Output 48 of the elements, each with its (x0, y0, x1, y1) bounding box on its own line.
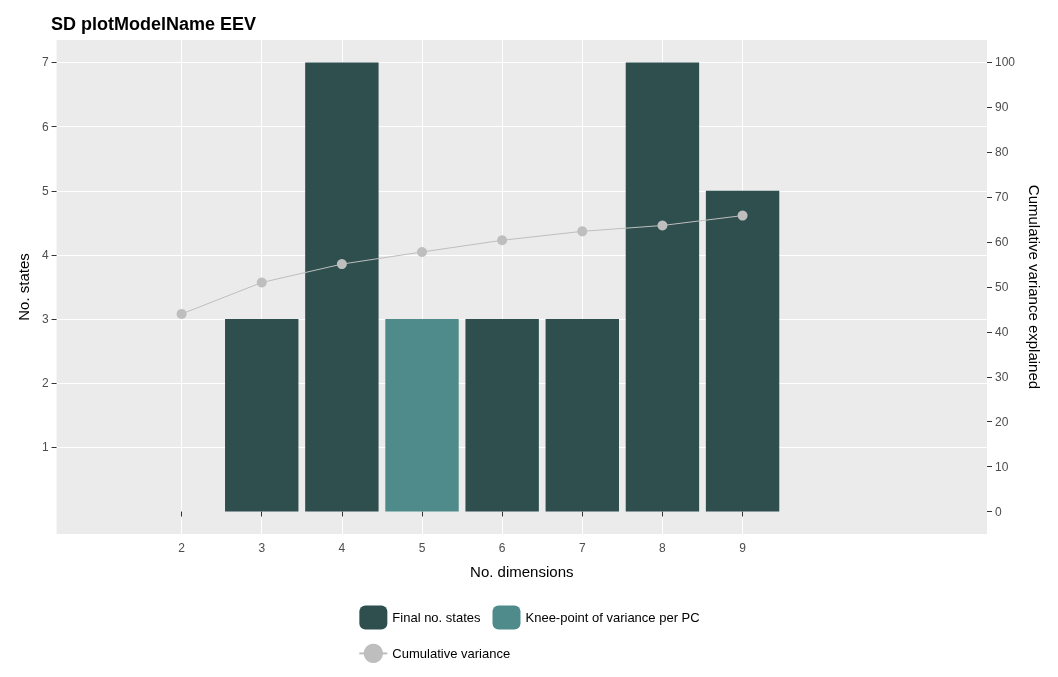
point (176, 308, 187, 319)
y-tick-label: 4 (41, 247, 49, 262)
point (417, 246, 428, 257)
y2-tick-label: 80 (995, 145, 1009, 160)
point (256, 277, 267, 288)
x-axis-title: No. dimensions (470, 563, 574, 580)
legend-label: Cumulative variance (392, 645, 511, 661)
x-tick-label: 6 (498, 541, 506, 555)
bar (545, 319, 619, 512)
y2-tick-label: 70 (995, 190, 1009, 205)
y2-tick-label: 0 (995, 504, 1002, 519)
point (497, 235, 508, 246)
x-tick-label: 4 (338, 541, 346, 555)
y-axis-title: No. states (15, 253, 32, 321)
bar (385, 319, 459, 512)
y-tick-label: 7 (41, 55, 49, 70)
bar (705, 190, 780, 512)
x-tick-label: 9 (739, 541, 747, 555)
bar (465, 319, 539, 512)
x-tick-label: 8 (659, 541, 667, 555)
y-tick-label: 2 (41, 376, 49, 391)
y-tick-label: 3 (41, 312, 49, 327)
x-tick-label: 7 (578, 541, 586, 555)
y2-tick-label: 50 (995, 280, 1009, 294)
y2-tick-label: 40 (995, 324, 1009, 339)
y-tick-label: 5 (41, 183, 49, 198)
y2-tick-label: 20 (995, 414, 1009, 429)
point (336, 259, 347, 270)
chart-title: SD plotModelName EEV (51, 14, 257, 34)
y2-tick-label: 30 (995, 369, 1009, 384)
legend-label: Final no. states (392, 609, 481, 625)
y2-tick-label: 100 (995, 55, 1016, 70)
x-tick-label: 2 (178, 541, 186, 555)
x-tick-label: 5 (418, 541, 426, 555)
point (577, 226, 588, 237)
bar (625, 62, 700, 512)
x-tick-label: 3 (258, 541, 266, 555)
y2-tick-label: 10 (995, 459, 1009, 474)
point (737, 210, 748, 221)
y2-tick-label: 60 (995, 235, 1009, 250)
legend-label: Knee-point of variance per PC (525, 609, 700, 625)
point (657, 220, 668, 231)
y2-tick-label: 90 (995, 100, 1009, 115)
y2-axis-title: Cumulative variance explained (1026, 184, 1043, 390)
bar (225, 319, 299, 512)
y-tick-label: 6 (41, 119, 49, 134)
bar (305, 62, 379, 512)
y-tick-label: 1 (41, 440, 49, 455)
